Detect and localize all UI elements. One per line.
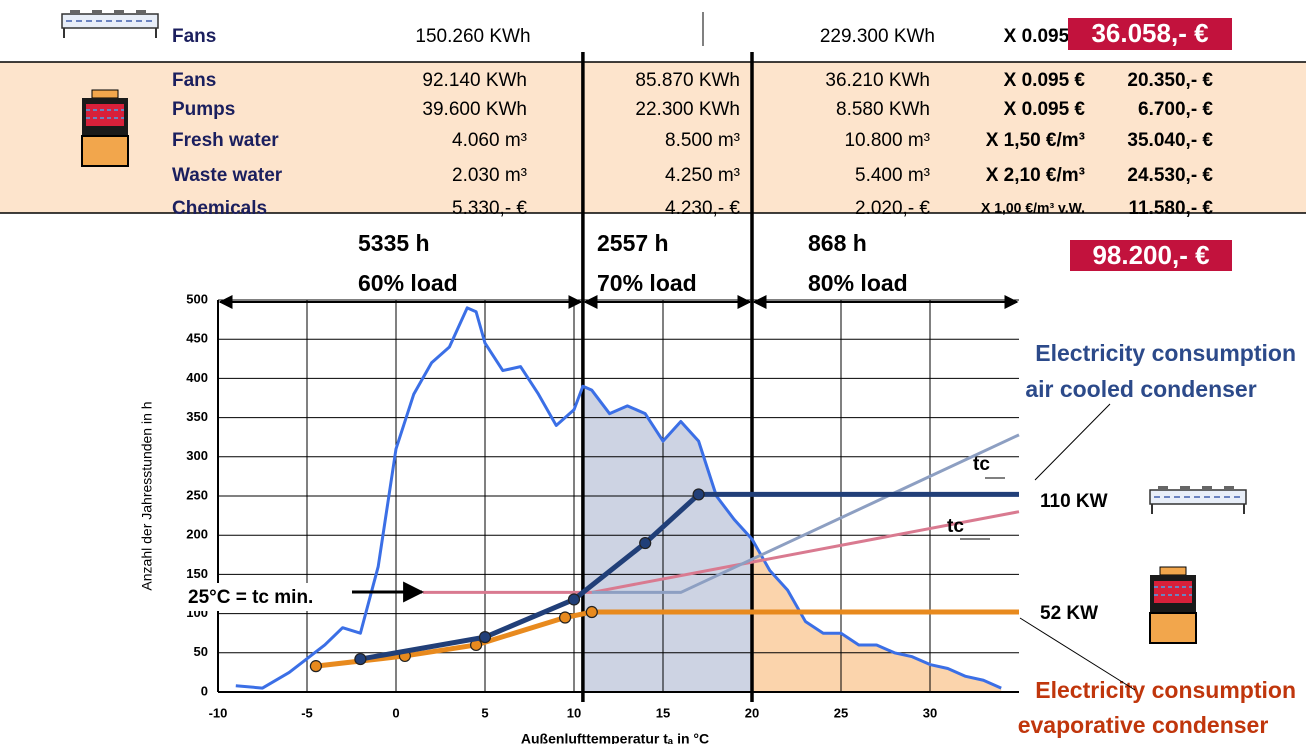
cell: 8.500 m³ <box>665 130 740 151</box>
row-label: Fresh water <box>172 130 279 151</box>
annotation: tc <box>973 454 990 475</box>
cell: 8.580 KWh <box>836 99 930 120</box>
cell: 5.400 m³ <box>855 165 930 186</box>
y-tick-label: 400 <box>186 370 208 385</box>
rate: X 1,50 €/m³ <box>986 130 1085 151</box>
x-tick-label: 0 <box>392 705 399 720</box>
x-axis-label: Außenlufttemperatur tₐ in °C <box>521 731 709 744</box>
series-line <box>359 491 1019 662</box>
fan-icon <box>1149 485 1247 515</box>
cost: 24.530,- € <box>1127 165 1213 186</box>
hours: 868 h <box>808 230 867 256</box>
evap-icon <box>81 89 129 167</box>
x-tick-label: -10 <box>209 705 228 720</box>
rate: X 1,00 €/m³ v.W. <box>981 200 1085 216</box>
leader-line <box>1019 617 1136 691</box>
point-marker <box>692 488 705 501</box>
region-fill <box>582 386 753 692</box>
rate: X 0.095 € <box>1004 26 1086 47</box>
annotation: 52 KW <box>1040 603 1098 624</box>
y-tick-label: 50 <box>194 644 208 659</box>
cell: 4.250 m³ <box>665 165 740 186</box>
x-tick-label: 10 <box>567 705 581 720</box>
y-tick-label: 350 <box>186 409 208 424</box>
cell: 5.330,- € <box>452 198 527 219</box>
x-tick-label: 20 <box>745 705 759 720</box>
series-line <box>591 433 1020 594</box>
row-label: Fans <box>172 26 216 47</box>
y-tick-label: 200 <box>186 527 208 542</box>
cost: 35.040,- € <box>1127 130 1213 151</box>
x-tick-label: 30 <box>923 705 937 720</box>
row-label: Pumps <box>172 99 235 120</box>
cell: 2.030 m³ <box>452 165 527 186</box>
load: 80% load <box>808 270 908 296</box>
annotation: tc <box>947 516 964 537</box>
row-label: Fans <box>172 70 216 91</box>
row-label: Chemicals <box>172 198 267 219</box>
point-marker <box>585 605 598 619</box>
evap-band <box>0 62 1306 213</box>
label-bg <box>184 583 356 611</box>
y-tick-label: 450 <box>186 331 208 346</box>
point-marker <box>639 536 652 550</box>
total-box <box>1070 240 1232 271</box>
y-axis-label: Anzahl der Jahresstunden in h <box>139 401 155 590</box>
rate: X 2,10 €/m³ <box>986 165 1085 186</box>
y-tick-label: 250 <box>186 487 208 502</box>
cell: 2.020,- € <box>855 198 930 219</box>
cell: 4.230,- € <box>665 198 740 219</box>
cell: 92.140 KWh <box>422 70 527 91</box>
annotation: Electricity consumption <box>1035 340 1296 366</box>
hours: 2557 h <box>597 230 669 256</box>
x-tick-label: 5 <box>481 705 488 720</box>
y-tick-label: 150 <box>186 566 208 581</box>
load: 60% load <box>358 270 458 296</box>
cell: 85.870 KWh <box>635 70 740 91</box>
x-tick-label: 25 <box>834 705 848 720</box>
point-marker <box>558 611 572 624</box>
annotation: evaporative condenser <box>1018 712 1269 738</box>
y-tick-label: 0 <box>201 683 208 698</box>
region-fill <box>752 539 1002 692</box>
hours: 5335 h <box>358 230 430 256</box>
rate: X 0.095 € <box>1004 70 1086 91</box>
cell: 4.060 m³ <box>452 130 527 151</box>
x-tick-label: 15 <box>656 705 670 720</box>
series-line <box>235 306 1002 690</box>
load: 70% load <box>597 270 697 296</box>
y-tick-label: 300 <box>186 448 208 463</box>
cell: 36.210 KWh <box>825 70 930 91</box>
x-tick-label: -5 <box>301 705 313 720</box>
cell: 39.600 KWh <box>422 99 527 120</box>
cell: 22.300 KWh <box>635 99 740 120</box>
cost: 36.058,- € <box>1091 18 1208 48</box>
evap-icon <box>1149 566 1197 644</box>
cost-box <box>1068 18 1232 50</box>
cell: 229.300 KWh <box>820 26 935 47</box>
total: 98.200,- € <box>1092 240 1209 270</box>
annotation: air cooled condenser <box>1025 376 1256 402</box>
series-line <box>315 609 1019 669</box>
point-marker <box>478 631 492 644</box>
point-marker <box>354 652 367 666</box>
fan-icon <box>61 9 159 39</box>
cell: 150.260 KWh <box>415 26 530 47</box>
leader-line <box>1034 403 1111 481</box>
cost: 20.350,- € <box>1127 70 1213 91</box>
cost: 11.580,- € <box>1128 198 1213 219</box>
point-marker <box>567 593 581 606</box>
annotation: Electricity consumption <box>1035 677 1296 703</box>
annotation: 110 KW <box>1040 491 1108 512</box>
rate: X 0.095 € <box>1004 99 1086 120</box>
annotation: 25°C = tc min. <box>188 587 313 608</box>
cell: 10.800 m³ <box>844 130 930 151</box>
cost: 6.700,- € <box>1138 99 1213 120</box>
row-label: Waste water <box>172 165 283 186</box>
point-marker <box>309 660 322 673</box>
y-tick-label: 500 <box>186 291 208 306</box>
